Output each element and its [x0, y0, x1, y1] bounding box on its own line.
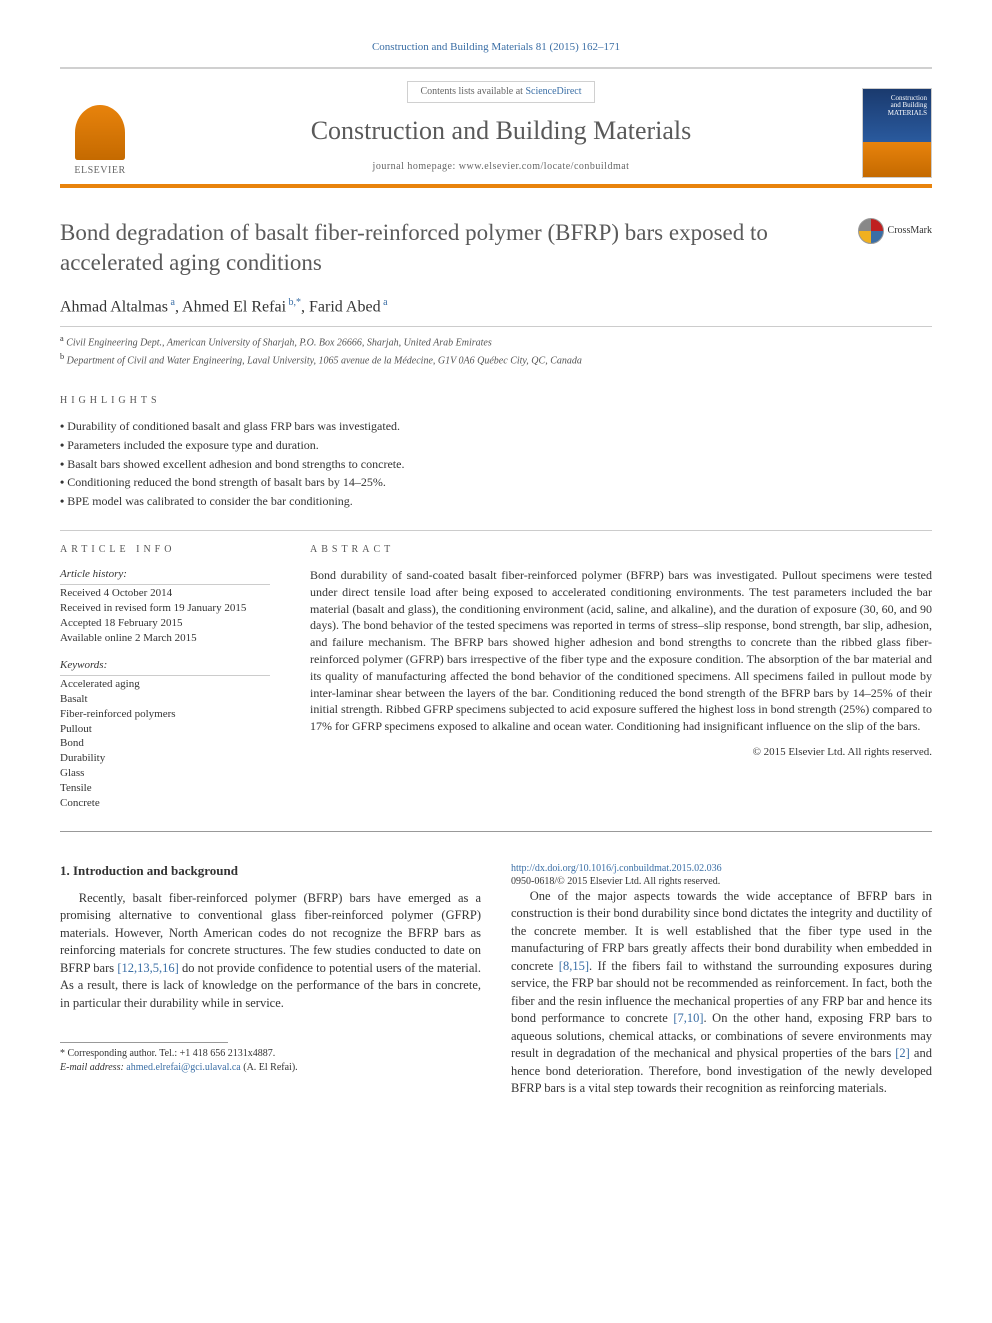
abstract-text: Bond durability of sand-coated basalt fi…: [310, 567, 932, 735]
article-info-column: ARTICLE INFO Article history: Received 4…: [60, 535, 270, 811]
issn-copyright: 0950-0618/© 2015 Elsevier Ltd. All right…: [511, 876, 720, 887]
abstract-column: ABSTRACT Bond durability of sand-coated …: [310, 535, 932, 811]
highlight-item: Durability of conditioned basalt and gla…: [60, 418, 932, 435]
journal-homepage-line: journal homepage: www.elsevier.com/locat…: [160, 160, 842, 174]
email-name: (A. El Refai).: [241, 1062, 298, 1073]
footnote-separator: [60, 1042, 228, 1043]
section-heading: 1. Introduction and background: [60, 862, 481, 880]
masthead: ELSEVIER Contents lists available at Sci…: [60, 67, 932, 187]
info-abstract-row: ARTICLE INFO Article history: Received 4…: [60, 530, 932, 811]
doi-link[interactable]: http://dx.doi.org/10.1016/j.conbuildmat.…: [511, 863, 722, 874]
highlight-item: Basalt bars showed excellent adhesion an…: [60, 456, 932, 473]
cover-thumb-title: Construction and Building MATERIALS: [867, 95, 927, 118]
homepage-prefix: journal homepage:: [373, 161, 459, 172]
article-history-label: Article history:: [60, 567, 270, 585]
body-paragraph: One of the major aspects towards the wid…: [511, 888, 932, 1098]
corresponding-email-link[interactable]: ahmed.elrefai@gci.ulaval.ca: [126, 1062, 240, 1073]
email-label: E-mail address:: [60, 1062, 126, 1073]
crossmark-icon: [858, 218, 884, 244]
article-info-heading: ARTICLE INFO: [60, 535, 270, 557]
article-title: Bond degradation of basalt fiber-reinfor…: [60, 218, 858, 278]
abstract-copyright: © 2015 Elsevier Ltd. All rights reserved…: [310, 745, 932, 760]
ref-link[interactable]: [12,13,5,16]: [117, 961, 178, 975]
authors-line: Ahmad Altalmas a, Ahmed El Refai b,*, Fa…: [60, 296, 932, 328]
footer-doi-block: http://dx.doi.org/10.1016/j.conbuildmat.…: [511, 862, 932, 888]
highlight-item: BPE model was calibrated to consider the…: [60, 493, 932, 510]
title-block: Bond degradation of basalt fiber-reinfor…: [60, 218, 932, 278]
homepage-url[interactable]: www.elsevier.com/locate/conbuildmat: [459, 161, 630, 172]
masthead-center: Contents lists available at ScienceDirec…: [160, 81, 842, 183]
abstract-heading: ABSTRACT: [310, 535, 932, 557]
keywords-list: Accelerated agingBasaltFiber-reinforced …: [60, 677, 270, 811]
ref-link[interactable]: [7,10]: [673, 1011, 703, 1025]
highlight-item: Conditioning reduced the bond strength o…: [60, 474, 932, 491]
corresponding-line: * Corresponding author. Tel.: +1 418 656…: [60, 1047, 481, 1061]
ref-link[interactable]: [8,15]: [559, 959, 589, 973]
body-paragraph: Recently, basalt fiber-reinforced polyme…: [60, 890, 481, 1013]
contents-available-line: Contents lists available at ScienceDirec…: [407, 81, 594, 103]
crossmark-badge[interactable]: CrossMark: [858, 218, 932, 244]
divider: [60, 831, 932, 832]
elsevier-tree-icon: [75, 105, 125, 160]
ref-link[interactable]: [2]: [895, 1046, 910, 1060]
highlight-item: Parameters included the exposure type an…: [60, 437, 932, 454]
citation-line: Construction and Building Materials 81 (…: [60, 40, 932, 55]
article-history: Received 4 October 2014Received in revis…: [60, 586, 270, 645]
journal-name: Construction and Building Materials: [160, 113, 842, 149]
contents-prefix: Contents lists available at: [420, 86, 525, 97]
affiliations: a Civil Engineering Dept., American Univ…: [60, 333, 932, 368]
highlights-label: HIGHLIGHTS: [60, 394, 932, 408]
publisher-logo[interactable]: ELSEVIER: [60, 88, 140, 178]
journal-cover-thumbnail[interactable]: Construction and Building MATERIALS: [862, 88, 932, 178]
highlights-list: Durability of conditioned basalt and gla…: [60, 418, 932, 510]
keywords-label: Keywords:: [60, 658, 270, 676]
sciencedirect-link[interactable]: ScienceDirect: [525, 86, 581, 97]
publisher-name: ELSEVIER: [74, 164, 125, 178]
body-columns: 1. Introduction and background Recently,…: [60, 862, 932, 1098]
crossmark-label: CrossMark: [888, 224, 932, 238]
corresponding-author-footnote: * Corresponding author. Tel.: +1 418 656…: [60, 1047, 481, 1075]
